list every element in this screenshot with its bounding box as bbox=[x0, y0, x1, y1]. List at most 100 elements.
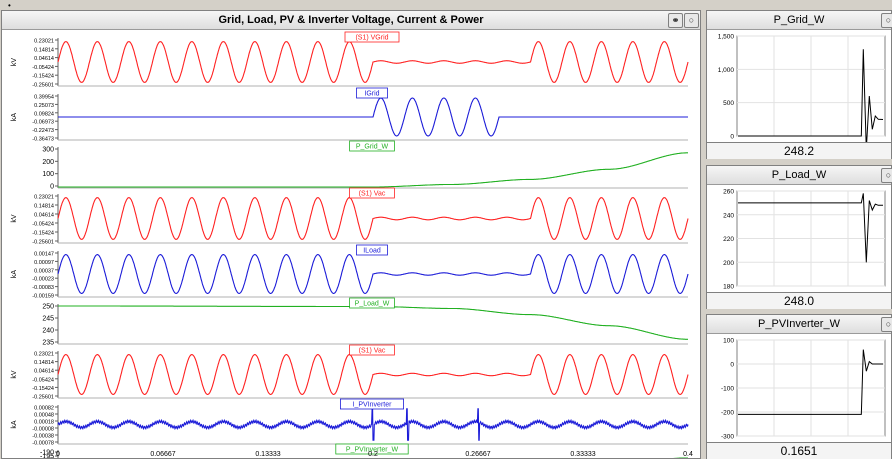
meter-window-pvinverter[interactable]: P_PVInverter_W ○ 100 0 -100 -200 -300 0.1651 bbox=[706, 314, 892, 459]
meter-readout: 248.2 bbox=[707, 142, 891, 159]
y-tick-label: -0.00078 bbox=[32, 441, 54, 447]
circle-icon[interactable]: ○ bbox=[881, 168, 892, 183]
y-tick-label: -0.25601 bbox=[32, 83, 54, 89]
circle-icon[interactable]: ○ bbox=[684, 13, 699, 28]
y-tick-label: 0.14814 bbox=[34, 47, 54, 53]
y-tick-label: -200 bbox=[40, 458, 54, 459]
x-tick-label: 0.2 bbox=[368, 451, 378, 458]
series-label: P_Load_W bbox=[355, 301, 390, 308]
subplot-9: -190-195-200-205-210P_PVInverter_W bbox=[40, 443, 689, 459]
subplot-3: 300 200 100 0 P_Grid_W bbox=[42, 140, 688, 191]
y-tick-label: 0.00082 bbox=[34, 406, 54, 412]
subplot-2: 0.39954 0.25073 0.09824 -0.06973 -0.22473 -0.… bbox=[11, 87, 688, 143]
x-axis: 0 0.06667 0.13333 0.2 0.26667 0.33333 0.4 bbox=[56, 451, 693, 458]
y-tick-label: 250 bbox=[42, 304, 54, 311]
y-tick-label: 0.04614 bbox=[34, 56, 54, 62]
y-tick-label: -0.05424 bbox=[32, 377, 54, 383]
x-tick-label: 0 bbox=[56, 451, 60, 458]
meter-title: P_PVInverter_W bbox=[758, 318, 840, 330]
y-tick-label: 200 bbox=[42, 159, 54, 166]
y-tick-label: -0.22473 bbox=[32, 128, 54, 134]
link-icon[interactable]: ⚭ bbox=[668, 13, 683, 28]
y-tick-label: 0.04614 bbox=[34, 369, 54, 375]
meter-y-tick-label: 180 bbox=[723, 284, 734, 291]
meter-titlebar: P_PVInverter_W ○ bbox=[707, 315, 892, 334]
y-tick-label: -0.05424 bbox=[32, 222, 54, 228]
y-tick-label: 0.04614 bbox=[34, 213, 54, 219]
series-label: (S1) VGrid bbox=[355, 35, 388, 42]
meter-plot: 100 0 -100 -200 -300 bbox=[721, 338, 886, 441]
y-axis-label: kV bbox=[11, 370, 18, 379]
y-tick-label: 0.00097 bbox=[34, 260, 54, 266]
y-tick-label: 0.00048 bbox=[34, 413, 54, 419]
y-tick-label: -190 bbox=[40, 450, 54, 457]
main-plot-window[interactable]: Grid, Load, PV & Inverter Voltage, Curre… bbox=[1, 10, 701, 459]
y-axis-label: kV bbox=[11, 214, 18, 223]
y-tick-label: -0.00083 bbox=[32, 285, 54, 291]
meter-y-tick-label: -100 bbox=[721, 386, 734, 393]
meter-y-tick-label: 0 bbox=[730, 134, 734, 141]
y-tick-label: 235 bbox=[42, 340, 54, 347]
series-line bbox=[57, 408, 689, 441]
meter-window-grid[interactable]: P_Grid_W ○ 1,500 1,000 500 0 248.2 bbox=[706, 10, 892, 159]
series-label: (S1) Vac bbox=[359, 191, 386, 198]
y-tick-label: 0.23021 bbox=[34, 352, 54, 358]
y-axis-label: kA bbox=[11, 420, 18, 429]
series-label-box bbox=[356, 87, 388, 99]
meter-titlebar: P_Load_W ○ bbox=[707, 166, 892, 185]
circle-icon[interactable]: ○ bbox=[881, 13, 892, 28]
meter-y-tick-label: 220 bbox=[723, 236, 734, 243]
series-line bbox=[57, 197, 689, 240]
y-tick-label: 0 bbox=[50, 184, 54, 191]
y-tick-label: -0.36473 bbox=[32, 137, 54, 143]
y-tick-label: 0.23021 bbox=[34, 39, 54, 45]
x-tick-label: 0.26667 bbox=[465, 451, 490, 458]
meter-title: P_Load_W bbox=[771, 169, 827, 181]
y-tick-label: -0.00008 bbox=[32, 427, 54, 433]
series-line bbox=[58, 97, 688, 137]
subplot-8: 0.000820.000480.00018-0.00008-0.00038-0.… bbox=[11, 398, 689, 447]
y-tick-label: 0.39954 bbox=[34, 95, 54, 101]
y-tick-label: -0.25601 bbox=[32, 240, 54, 246]
corner-mark: • bbox=[8, 1, 11, 10]
subplot-7: 0.23021 0.14814 0.04614 -0.05424 -0.15424 -0.… bbox=[11, 344, 689, 401]
series-label: ILoad bbox=[363, 248, 381, 255]
y-tick-label: -0.00038 bbox=[32, 434, 54, 440]
y-tick-label: 240 bbox=[42, 328, 54, 335]
series-label: IGrid bbox=[364, 91, 379, 98]
series-line bbox=[57, 354, 689, 395]
meter-trace bbox=[738, 349, 883, 415]
series-label-box bbox=[344, 31, 400, 43]
subplot-4: 0.23021 0.14814 0.04614 -0.05424 -0.15424 -0.… bbox=[11, 187, 689, 246]
x-tick-label: 0.13333 bbox=[255, 451, 280, 458]
meter-plot: 260 240 220 200 180 bbox=[723, 189, 886, 291]
meter-y-tick-label: 240 bbox=[723, 212, 734, 219]
y-tick-label: 300 bbox=[42, 147, 54, 154]
y-tick-label: 0.25073 bbox=[34, 103, 54, 109]
circle-icon[interactable]: ○ bbox=[881, 317, 892, 332]
y-tick-label: 0.23021 bbox=[34, 195, 54, 201]
meter-y-tick-label: 0 bbox=[730, 362, 734, 369]
meter-y-tick-label: -300 bbox=[721, 434, 734, 441]
plot-area: 0.23021 0.14814 0.04614 -0.05424 -0.15424 -0.… bbox=[11, 31, 693, 459]
meter-readout: 248.0 bbox=[707, 292, 891, 309]
y-tick-label: -0.15424 bbox=[32, 231, 54, 237]
meter-title: P_Grid_W bbox=[773, 14, 825, 26]
y-tick-label: -0.00023 bbox=[32, 277, 54, 283]
meter-readout: 0.1651 bbox=[707, 442, 891, 459]
y-tick-label: 100 bbox=[42, 171, 54, 178]
y-axis-label: kA bbox=[11, 113, 18, 122]
y-tick-label: -195 bbox=[40, 454, 54, 459]
series-label-box bbox=[349, 297, 395, 309]
x-tick-label: 0.33333 bbox=[570, 451, 595, 458]
series-line bbox=[57, 254, 689, 294]
subplot-1: 0.23021 0.14814 0.04614 -0.05424 -0.15424 -0.… bbox=[11, 31, 689, 89]
series-line bbox=[58, 305, 688, 340]
subplot-5: 0.00147 0.00097 0.00037 -0.00023 -0.00083 -0.… bbox=[11, 244, 689, 300]
series-label: I_PVInverter bbox=[353, 402, 393, 409]
series-label-box bbox=[356, 244, 388, 256]
x-tick-label: 0.06667 bbox=[150, 451, 175, 458]
y-tick-label: 0.09824 bbox=[34, 111, 54, 117]
subplot-6: 250 245 240 235 P_Load_W bbox=[42, 297, 688, 347]
meter-window-load[interactable]: P_Load_W ○ 260 240 220 200 180 248.0 bbox=[706, 165, 892, 309]
